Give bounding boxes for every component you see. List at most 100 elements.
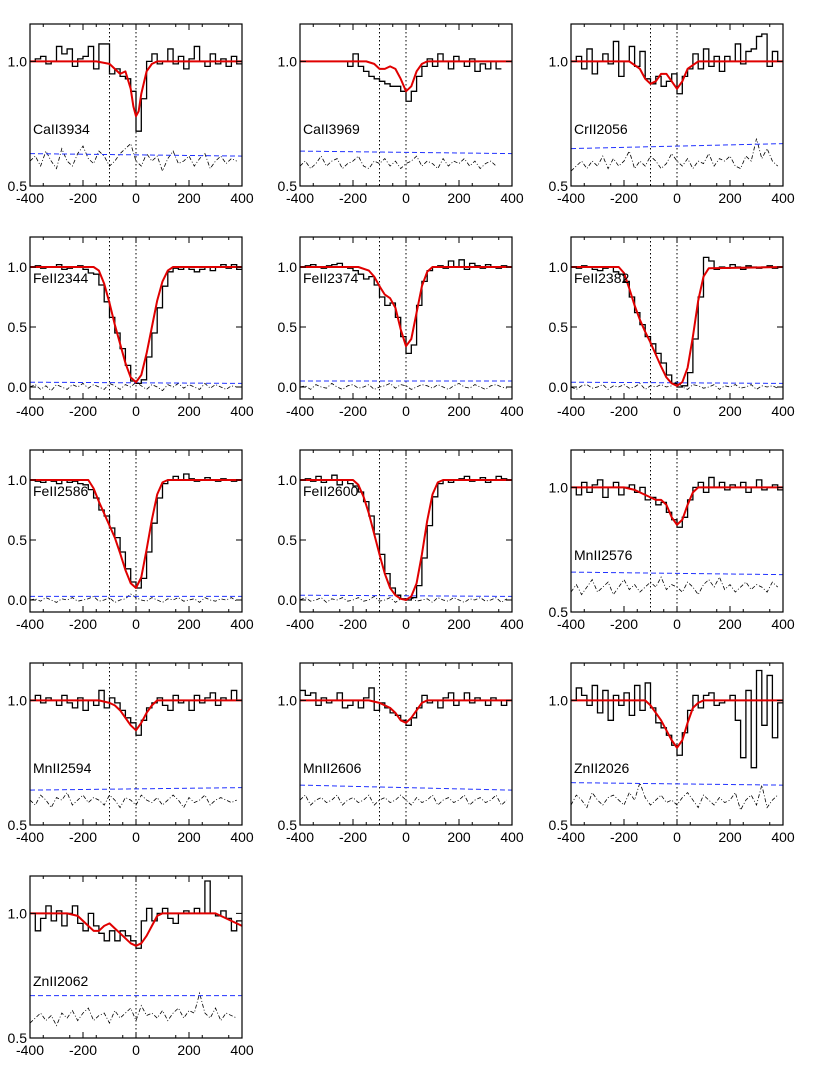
ion-label: CaII3934 xyxy=(33,121,90,137)
panel-znii2026: -400 -200 0 200 400 0.5 1.0 ZnII2026 xyxy=(549,662,795,845)
continuum-error-line xyxy=(300,784,512,791)
continuum-error-line xyxy=(571,143,783,150)
x-tick-label: 200 xyxy=(177,190,201,206)
x-tick-label: -200 xyxy=(339,616,367,632)
fit-line xyxy=(30,699,242,732)
ion-label: FeII2586 xyxy=(33,483,88,499)
x-tick-label: 0 xyxy=(132,403,140,419)
y-tick-label: 1.0 xyxy=(278,472,298,488)
error-spectrum xyxy=(300,155,497,170)
x-tick-label: 0 xyxy=(673,829,681,845)
x-tick-label: 200 xyxy=(718,403,742,419)
x-tick-label: -200 xyxy=(69,616,97,632)
plot-area xyxy=(300,24,512,186)
x-tick-label: -400 xyxy=(286,829,314,845)
plot-area xyxy=(571,450,783,612)
y-tick-label: 0.5 xyxy=(278,817,298,833)
x-tick-label: 0 xyxy=(402,829,410,845)
x-tick-label: -200 xyxy=(339,829,367,845)
fit-line xyxy=(571,699,783,749)
x-tick-label: -200 xyxy=(339,403,367,419)
x-tick-label: 200 xyxy=(177,829,201,845)
y-tick-label: 0.5 xyxy=(549,604,569,620)
fit-line xyxy=(300,266,512,348)
panel-mnii2576: -400 -200 0 200 400 0.5 1.0 MnII2576 xyxy=(549,449,795,632)
x-tick-label: 400 xyxy=(500,403,524,419)
error-spectrum xyxy=(571,138,778,172)
panel-feii2600: -400 -200 0 200 400 0.0 0.5 1.0 FeII2600 xyxy=(278,449,524,632)
fit-line xyxy=(300,60,512,93)
x-tick-label: 400 xyxy=(771,190,795,206)
plot-area xyxy=(30,876,242,1038)
x-tick-label: 0 xyxy=(402,190,410,206)
panel-mnii2606: -400 -200 0 200 400 0.5 1.0 MnII2606 xyxy=(278,662,524,845)
plot-area xyxy=(571,663,783,825)
y-tick-label: 0.5 xyxy=(278,178,298,194)
fit-line xyxy=(571,266,783,387)
ion-label: MnII2576 xyxy=(574,547,633,563)
plot-area xyxy=(300,663,512,825)
panel-znii2062: -400 -200 0 200 400 0.5 1.0 ZnII2062 xyxy=(8,875,254,1058)
x-tick-label: -400 xyxy=(557,829,585,845)
continuum-error-line xyxy=(300,594,512,597)
fit-line xyxy=(30,266,242,384)
y-tick-label: 1.0 xyxy=(8,692,28,708)
x-tick-label: 400 xyxy=(771,616,795,632)
plot-area xyxy=(300,450,512,612)
y-tick-label: 0.5 xyxy=(8,319,28,335)
x-tick-label: 0 xyxy=(673,403,681,419)
panel-feii2374: -400 -200 0 200 400 0.0 0.5 1.0 FeII2374 xyxy=(278,236,524,419)
y-tick-label: 1.0 xyxy=(278,259,298,275)
fit-line xyxy=(571,60,783,90)
panel-feii2344: -400 -200 0 200 400 0.0 0.5 1.0 FeII2344 xyxy=(8,236,254,419)
x-tick-label: 0 xyxy=(402,616,410,632)
ion-label: FeII2382 xyxy=(574,270,629,286)
y-tick-label: 1.0 xyxy=(8,53,28,69)
x-tick-label: 200 xyxy=(718,829,742,845)
x-tick-label: -200 xyxy=(69,1042,97,1058)
y-tick-label: 1.0 xyxy=(8,905,28,921)
x-tick-label: 200 xyxy=(447,403,471,419)
ion-label: FeII2600 xyxy=(303,483,358,499)
plot-area xyxy=(300,237,512,399)
x-tick-label: 0 xyxy=(673,190,681,206)
x-tick-label: 400 xyxy=(230,190,254,206)
y-tick-label: 0.5 xyxy=(549,178,569,194)
ion-label: ZnII2026 xyxy=(574,760,629,776)
x-tick-label: 0 xyxy=(673,616,681,632)
x-tick-label: -400 xyxy=(557,616,585,632)
x-tick-label: -200 xyxy=(610,190,638,206)
y-tick-label: 0.0 xyxy=(549,379,569,395)
x-tick-label: 400 xyxy=(500,829,524,845)
y-tick-label: 0.5 xyxy=(8,178,28,194)
error-spectrum xyxy=(300,794,507,806)
x-tick-label: -200 xyxy=(339,190,367,206)
x-tick-label: -200 xyxy=(69,829,97,845)
data-histogram xyxy=(571,669,783,769)
continuum-error-line xyxy=(571,571,783,576)
plot-area xyxy=(571,24,783,186)
x-tick-label: -400 xyxy=(16,1042,44,1058)
panel-crii2056: -400 -200 0 200 400 0.5 1.0 CrII2056 xyxy=(549,23,795,206)
x-tick-label: -200 xyxy=(610,829,638,845)
x-tick-label: -400 xyxy=(16,829,44,845)
x-tick-label: 200 xyxy=(447,190,471,206)
y-tick-label: 0.0 xyxy=(278,379,298,395)
fit-line xyxy=(571,486,783,526)
y-tick-label: 1.0 xyxy=(549,259,569,275)
ion-label: MnII2594 xyxy=(33,760,92,776)
x-tick-label: -200 xyxy=(69,190,97,206)
x-tick-label: -400 xyxy=(16,616,44,632)
y-tick-label: 0.5 xyxy=(8,817,28,833)
continuum-error-line xyxy=(30,153,242,157)
fit-line xyxy=(30,479,242,589)
x-tick-label: 200 xyxy=(447,616,471,632)
ion-label: CaII3969 xyxy=(303,121,360,137)
fit-line xyxy=(300,479,512,601)
plot-area xyxy=(571,237,783,399)
y-tick-label: 1.0 xyxy=(549,692,569,708)
x-tick-label: 0 xyxy=(132,829,140,845)
error-spectrum xyxy=(571,781,778,812)
x-tick-label: -400 xyxy=(286,616,314,632)
